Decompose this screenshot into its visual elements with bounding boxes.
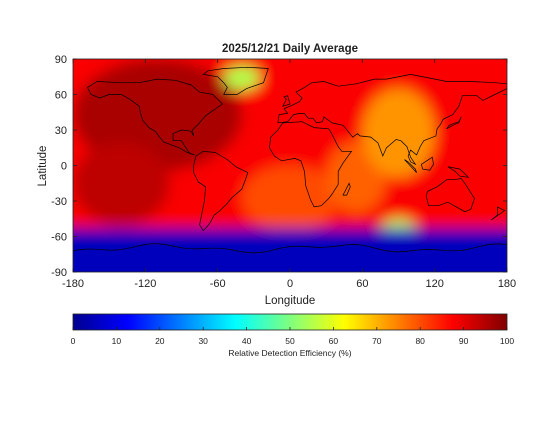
colorbar-tick-label: 20 bbox=[155, 336, 165, 346]
y-tick-label: 60 bbox=[55, 90, 67, 102]
x-tick-label: -60 bbox=[210, 278, 226, 290]
coastline bbox=[491, 206, 506, 221]
heatmap-region bbox=[241, 165, 339, 231]
coastline bbox=[202, 66, 269, 95]
heatmap-region bbox=[73, 141, 170, 225]
x-tick-label: -120 bbox=[134, 278, 156, 290]
colorbar-tick-label: 0 bbox=[71, 336, 76, 346]
coastline bbox=[420, 156, 434, 171]
coastline bbox=[425, 178, 475, 213]
x-tick-label: -180 bbox=[62, 278, 84, 290]
antarctic-coastline bbox=[73, 243, 507, 254]
x-axis: -180 -120 -60 0 60 120 180 bbox=[62, 59, 516, 290]
x-tick-label: 180 bbox=[498, 278, 516, 290]
antarctica-region bbox=[73, 248, 507, 272]
chart-title: 2025/12/21 Daily Average bbox=[222, 43, 358, 55]
colorbar-tick-label: 10 bbox=[112, 336, 122, 346]
y-tick-label: -60 bbox=[51, 232, 67, 244]
heatmap-region bbox=[362, 88, 435, 178]
y-tick-label: -90 bbox=[51, 267, 67, 279]
coastline bbox=[446, 116, 462, 130]
coastline bbox=[277, 74, 507, 166]
y-tick-label: 30 bbox=[55, 125, 67, 137]
colorbar-tick-label: 90 bbox=[459, 336, 469, 346]
colorbar-tick-label: 40 bbox=[242, 336, 252, 346]
coastline bbox=[404, 159, 417, 173]
colorbar-tick-label: 100 bbox=[500, 336, 514, 346]
x-tick-label: 0 bbox=[287, 278, 293, 290]
colorbar-tick-label: 70 bbox=[372, 336, 382, 346]
coastline bbox=[282, 95, 291, 107]
colorbar: 0 10 20 30 40 50 60 70 80 90 100 Relative Detectio… bbox=[71, 313, 514, 358]
y-tick-label: 0 bbox=[61, 161, 67, 173]
y-tick-label: 90 bbox=[55, 54, 67, 66]
x-tick-label: 120 bbox=[425, 278, 443, 290]
colorbar-tick-label: 60 bbox=[329, 336, 339, 346]
y-axis: 90 60 30 0 -30 -60 -90 bbox=[51, 54, 507, 279]
coastline bbox=[87, 78, 224, 156]
coastline bbox=[447, 166, 470, 178]
x-axis-label: Longitude bbox=[265, 295, 316, 307]
colorbar-label: Relative Detection Efficiency (%) bbox=[228, 348, 351, 358]
y-axis-label: Latitude bbox=[37, 146, 49, 187]
colorbar-tick-label: 80 bbox=[415, 336, 425, 346]
coastline bbox=[342, 182, 351, 196]
y-tick-label: -30 bbox=[51, 196, 67, 208]
colorbar-tick-label: 30 bbox=[198, 336, 208, 346]
coastline bbox=[269, 121, 353, 208]
heatmap-region bbox=[223, 66, 260, 90]
x-tick-label: 60 bbox=[356, 278, 368, 290]
coastline-outlines bbox=[73, 66, 507, 254]
colorbar-tick-label: 50 bbox=[285, 336, 295, 346]
plot-area bbox=[73, 59, 507, 272]
coastline bbox=[193, 150, 249, 232]
